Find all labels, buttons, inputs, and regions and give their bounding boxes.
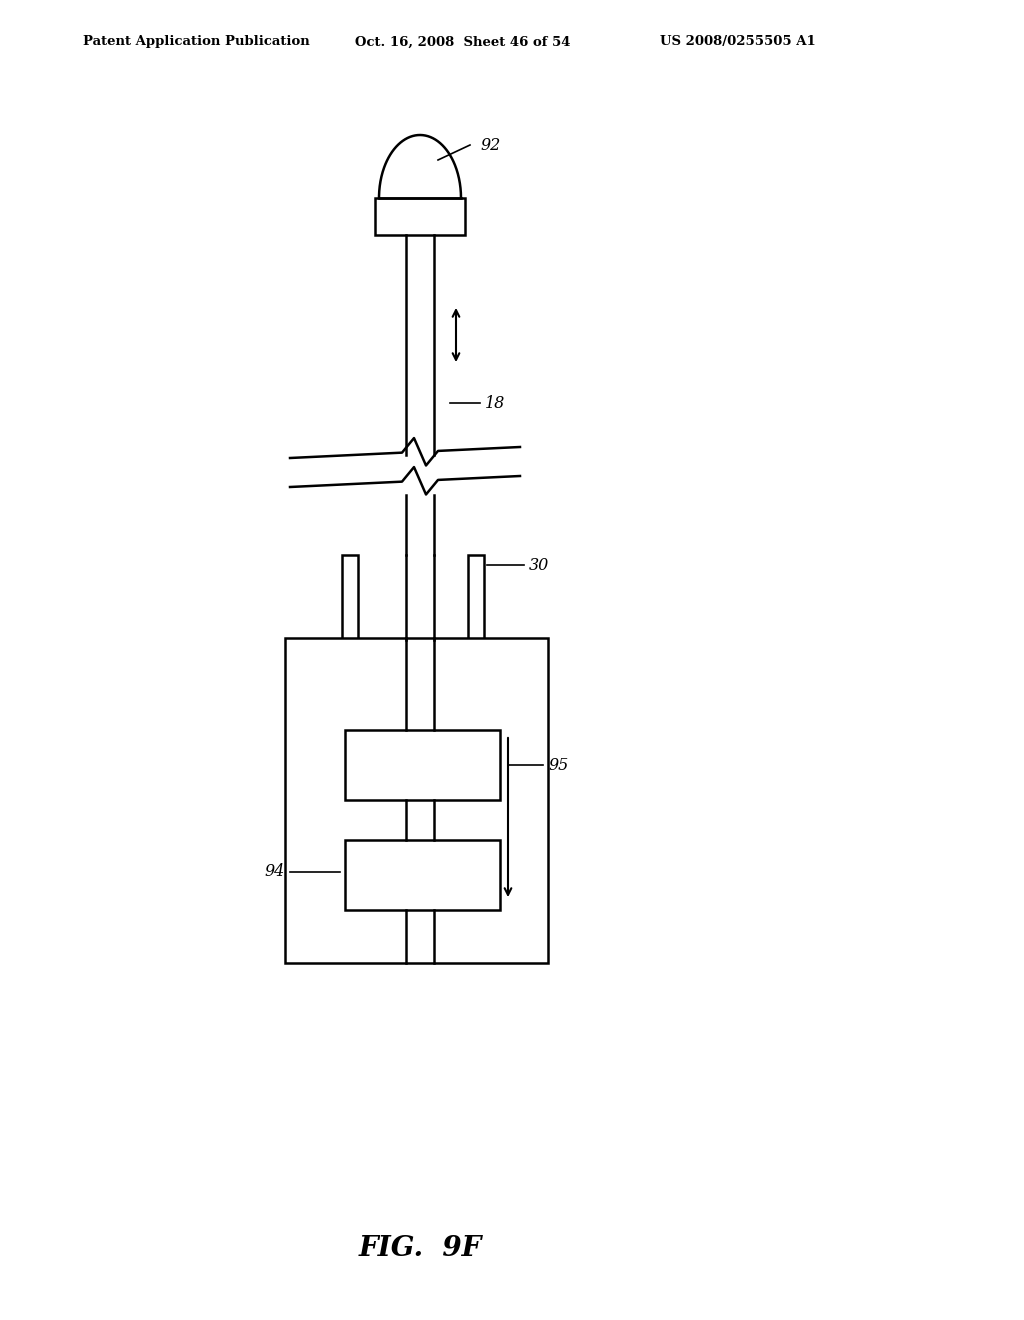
Text: 30: 30 (529, 557, 549, 573)
Bar (342, 554, 358, 640)
Text: Oct. 16, 2008  Sheet 46 of 54: Oct. 16, 2008 Sheet 46 of 54 (355, 36, 570, 49)
Text: US 2008/0255505 A1: US 2008/0255505 A1 (660, 36, 816, 49)
Text: 94: 94 (265, 863, 285, 880)
Bar (285, 638, 548, 964)
Text: 92: 92 (480, 136, 501, 153)
Bar (375, 198, 465, 235)
Bar (468, 554, 484, 640)
Text: Patent Application Publication: Patent Application Publication (83, 36, 309, 49)
Bar (345, 730, 500, 800)
Bar (345, 840, 500, 909)
Text: FIG.  9F: FIG. 9F (358, 1234, 481, 1262)
Text: 18: 18 (485, 395, 505, 412)
Text: 95: 95 (548, 756, 568, 774)
